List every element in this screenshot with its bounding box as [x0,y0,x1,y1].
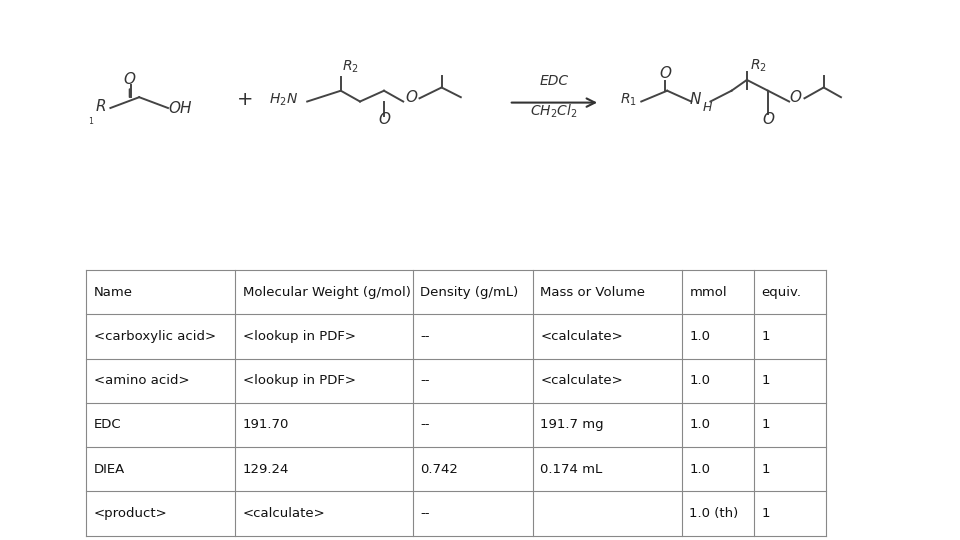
Text: H: H [703,101,712,114]
Text: equiv.: equiv. [761,286,802,299]
Text: <product>: <product> [94,507,168,520]
Text: <amino acid>: <amino acid> [94,374,190,387]
Text: 1.0: 1.0 [689,374,710,387]
Text: OH: OH [168,102,191,117]
Text: --: -- [420,330,430,343]
Text: $CH_2Cl_2$: $CH_2Cl_2$ [530,103,578,120]
Text: EDC: EDC [540,75,568,89]
Text: 1: 1 [761,330,770,343]
Text: $R_2$: $R_2$ [750,57,767,73]
Text: <lookup in PDF>: <lookup in PDF> [243,374,356,387]
Text: <lookup in PDF>: <lookup in PDF> [243,330,356,343]
Text: $H_2N$: $H_2N$ [269,92,298,108]
Text: 1: 1 [761,418,770,431]
Text: 1.0: 1.0 [689,330,710,343]
Text: <carboxylic acid>: <carboxylic acid> [94,330,216,343]
Text: --: -- [420,418,430,431]
Text: 1: 1 [761,463,770,476]
Text: +: + [236,90,253,109]
Text: 1: 1 [761,374,770,387]
Text: mmol: mmol [689,286,727,299]
Text: O: O [789,90,801,105]
Text: Density (g/mL): Density (g/mL) [420,286,518,299]
Text: DIEA: DIEA [94,463,126,476]
Text: 191.70: 191.70 [243,418,289,431]
Text: 1: 1 [761,507,770,520]
Text: $_1$: $_1$ [88,116,94,129]
Text: O: O [378,112,390,127]
Text: R: R [95,99,107,114]
Text: <calculate>: <calculate> [540,374,623,387]
Text: O: O [124,72,135,87]
Text: $R_2$: $R_2$ [342,58,359,75]
Text: Name: Name [94,286,133,299]
Text: <calculate>: <calculate> [243,507,325,520]
Text: 1.0: 1.0 [689,418,710,431]
Text: 129.24: 129.24 [243,463,289,476]
Text: $R_1$: $R_1$ [620,92,637,108]
Text: 191.7 mg: 191.7 mg [540,418,604,431]
Text: <calculate>: <calculate> [540,330,623,343]
Text: --: -- [420,374,430,387]
Text: 1.0 (th): 1.0 (th) [689,507,738,520]
Text: Molecular Weight (g/mol): Molecular Weight (g/mol) [243,286,411,299]
Text: --: -- [420,507,430,520]
FancyArrowPatch shape [512,98,595,107]
Text: Mass or Volume: Mass or Volume [540,286,645,299]
Text: O: O [405,90,417,105]
Text: EDC: EDC [94,418,122,431]
Text: 0.174 mL: 0.174 mL [540,463,603,476]
Text: O: O [762,112,774,127]
Text: 1.0: 1.0 [689,463,710,476]
Text: O: O [660,66,671,82]
Text: 0.742: 0.742 [420,463,458,476]
Text: N: N [689,92,701,107]
